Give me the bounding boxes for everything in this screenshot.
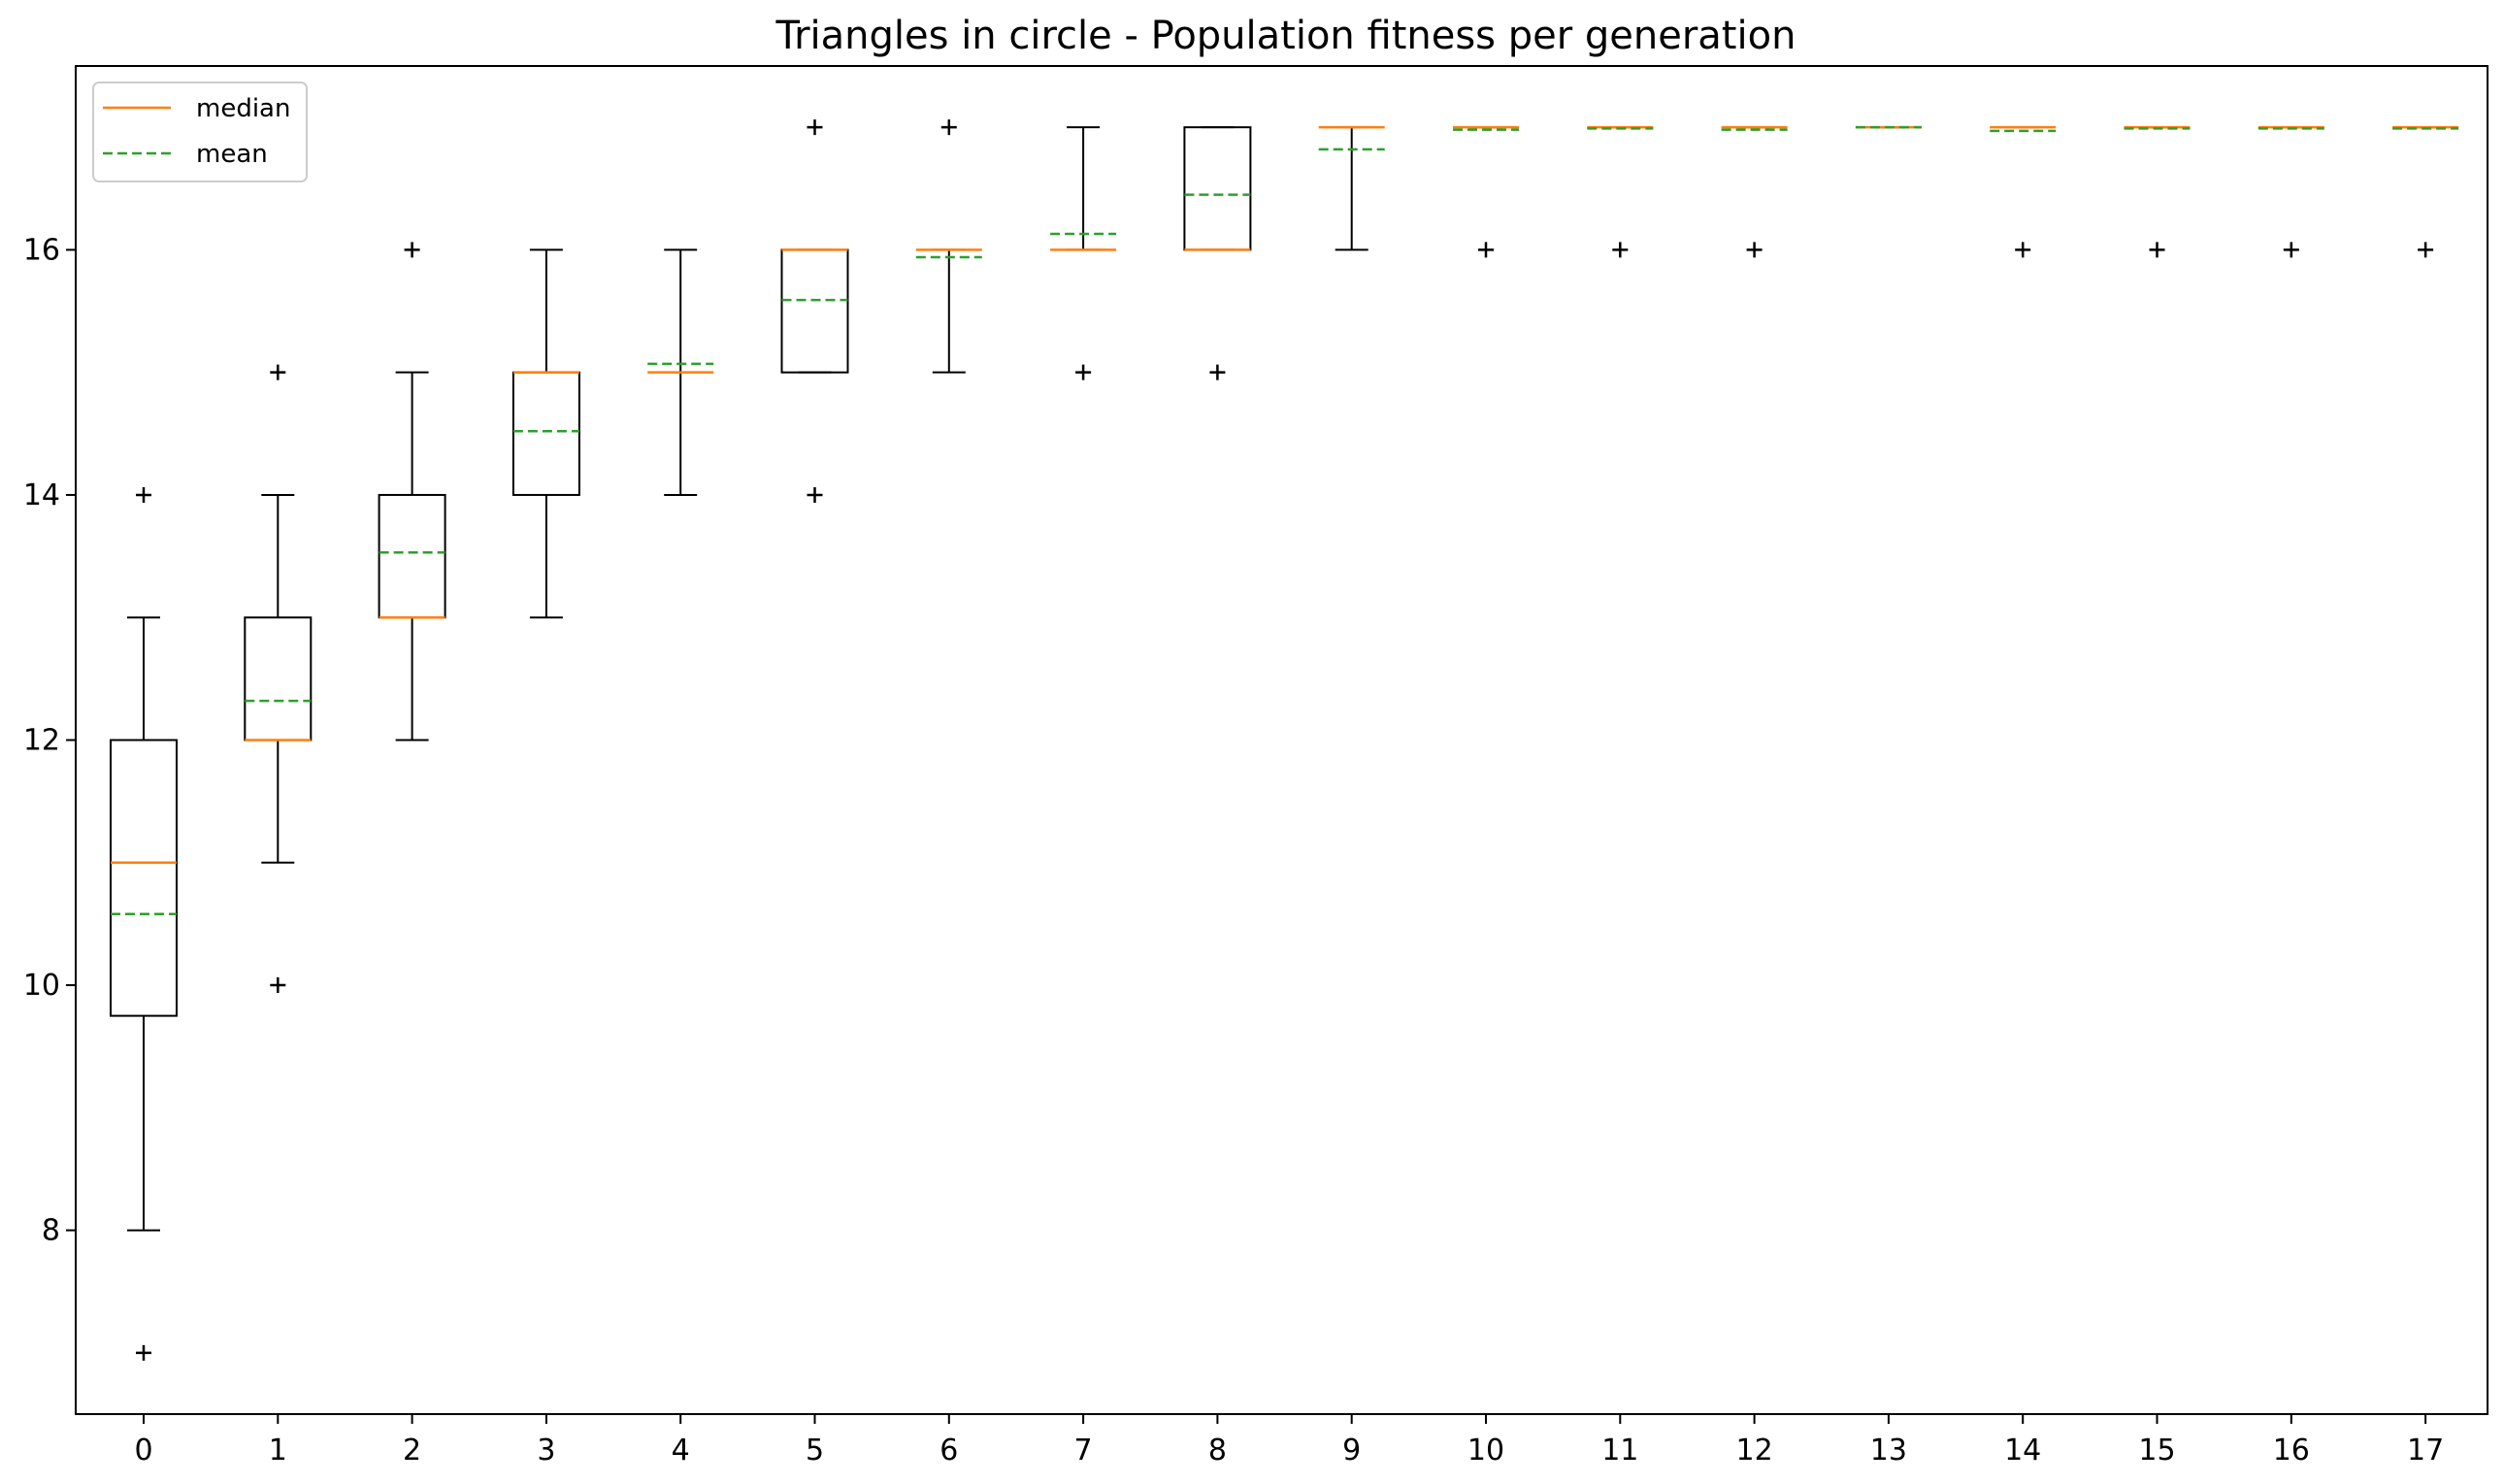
flier	[807, 119, 823, 136]
box-group	[1050, 126, 1117, 380]
y-tick-label: 10	[23, 969, 60, 1003]
box-group	[647, 248, 714, 496]
x-tick-label: 3	[537, 1434, 555, 1468]
flier	[270, 364, 286, 380]
x-tick-label: 13	[1870, 1434, 1907, 1468]
x-tick-label: 12	[1736, 1434, 1773, 1468]
flier	[136, 486, 151, 503]
x-tick-label: 17	[2407, 1434, 2444, 1468]
flier	[1075, 364, 1092, 380]
box-group	[1990, 125, 2057, 258]
box-group	[511, 248, 580, 619]
x-tick-label: 9	[1342, 1434, 1361, 1468]
box-group	[1453, 125, 1519, 258]
box-group	[1587, 125, 1654, 258]
x-tick-label: 7	[1074, 1434, 1093, 1468]
y-tick-label: 16	[23, 233, 60, 267]
box-group	[780, 119, 849, 503]
x-tick-label: 10	[1467, 1434, 1504, 1468]
box-group	[915, 119, 982, 374]
y-tick-label: 14	[23, 478, 60, 512]
plot-area	[110, 119, 2459, 1361]
flier	[2015, 242, 2031, 258]
box-group	[244, 364, 313, 994]
flier	[1746, 242, 1763, 258]
box-group	[2258, 125, 2324, 258]
flier	[807, 486, 823, 503]
box	[244, 616, 313, 742]
legend-median-label: median	[196, 94, 290, 123]
flier	[940, 119, 957, 136]
box	[780, 248, 849, 374]
flier	[2149, 242, 2165, 258]
chart-title: Triangles in circle - Population fitness…	[775, 14, 1796, 58]
y-tick-label: 8	[42, 1214, 60, 1248]
x-tick-label: 0	[134, 1434, 152, 1468]
x-tick-label: 4	[672, 1434, 690, 1468]
x-tick-label: 6	[939, 1434, 958, 1468]
box	[1183, 126, 1252, 251]
flier	[2418, 242, 2434, 258]
flier	[1478, 242, 1494, 258]
box-group	[1183, 126, 1252, 380]
x-tick-label: 2	[403, 1434, 421, 1468]
flier	[136, 1344, 151, 1361]
x-tick-label: 14	[2004, 1434, 2041, 1468]
box-group	[1318, 125, 1385, 251]
x-tick-label: 1	[269, 1434, 287, 1468]
box	[110, 739, 178, 1017]
x-tick-label: 16	[2273, 1434, 2310, 1468]
box	[511, 371, 580, 496]
flier	[1209, 364, 1226, 380]
legend-mean-label: mean	[196, 140, 268, 169]
x-tick-label: 15	[2138, 1434, 2175, 1468]
box	[378, 493, 446, 619]
x-tick-label: 8	[1208, 1434, 1227, 1468]
flier	[2283, 242, 2299, 258]
box-group	[2124, 125, 2191, 258]
box-group	[378, 242, 446, 742]
box-group	[1721, 125, 1788, 258]
x-tick-label: 11	[1601, 1434, 1638, 1468]
flier	[404, 242, 420, 258]
y-tick-label: 12	[23, 724, 60, 758]
axes-frame	[75, 65, 2489, 1415]
flier	[1612, 242, 1629, 258]
box-group	[110, 486, 178, 1361]
flier	[270, 977, 286, 994]
legend: median mean	[92, 82, 308, 182]
box-group	[2392, 125, 2459, 258]
x-tick-label: 5	[806, 1434, 824, 1468]
